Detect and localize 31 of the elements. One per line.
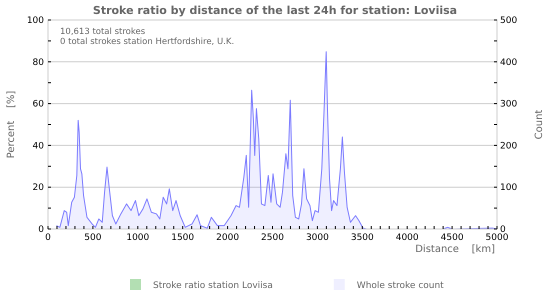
y2-tick-label: 0 — [500, 225, 506, 235]
y-tick-label: 0 — [38, 225, 44, 235]
y2-axis-title: Count — [534, 110, 545, 140]
y-axis-title: Percent [%] — [6, 90, 17, 158]
x-tick-label: 4500 — [440, 233, 464, 243]
x-axis-title: Distance [km] — [415, 244, 496, 255]
annotation: 0 total strokes station Hertfordshire, U.K. — [60, 37, 234, 47]
x-tick-label: 2500 — [261, 233, 284, 243]
y2-tick-label: 500 — [500, 16, 518, 26]
legend-label: Stroke ratio station Loviisa — [153, 281, 273, 291]
y2-tick-label: 200 — [500, 141, 518, 152]
x-tick-label: 500 — [84, 233, 102, 243]
y-tick-label: 80 — [32, 58, 44, 68]
x-tick-label: 2000 — [216, 233, 240, 243]
x-tick-label: 1000 — [126, 233, 150, 243]
y2-tick-label: 100 — [500, 183, 518, 194]
y-tick-label: 20 — [32, 183, 44, 194]
chart-title: Stroke ratio by distance of the last 24h for station: Loviisa — [92, 4, 458, 17]
y-tick-label: 100 — [26, 16, 44, 26]
x-tick-label: 1500 — [171, 233, 194, 243]
x-tick-label: 3000 — [306, 233, 330, 243]
legend-label: Whole stroke count — [356, 281, 444, 291]
x-tick-label: 3500 — [350, 233, 374, 243]
x-tick-label: 0 — [45, 233, 52, 243]
y-tick-label: 40 — [32, 141, 44, 152]
y2-tick-label: 300 — [500, 100, 518, 110]
y2-tick-label: 400 — [500, 58, 518, 68]
x-tick-label: 4000 — [396, 233, 419, 243]
x-tick-label: 5000 — [486, 233, 509, 243]
y-tick-label: 60 — [32, 100, 44, 110]
annotation: 10,613 total strokes — [60, 27, 146, 37]
